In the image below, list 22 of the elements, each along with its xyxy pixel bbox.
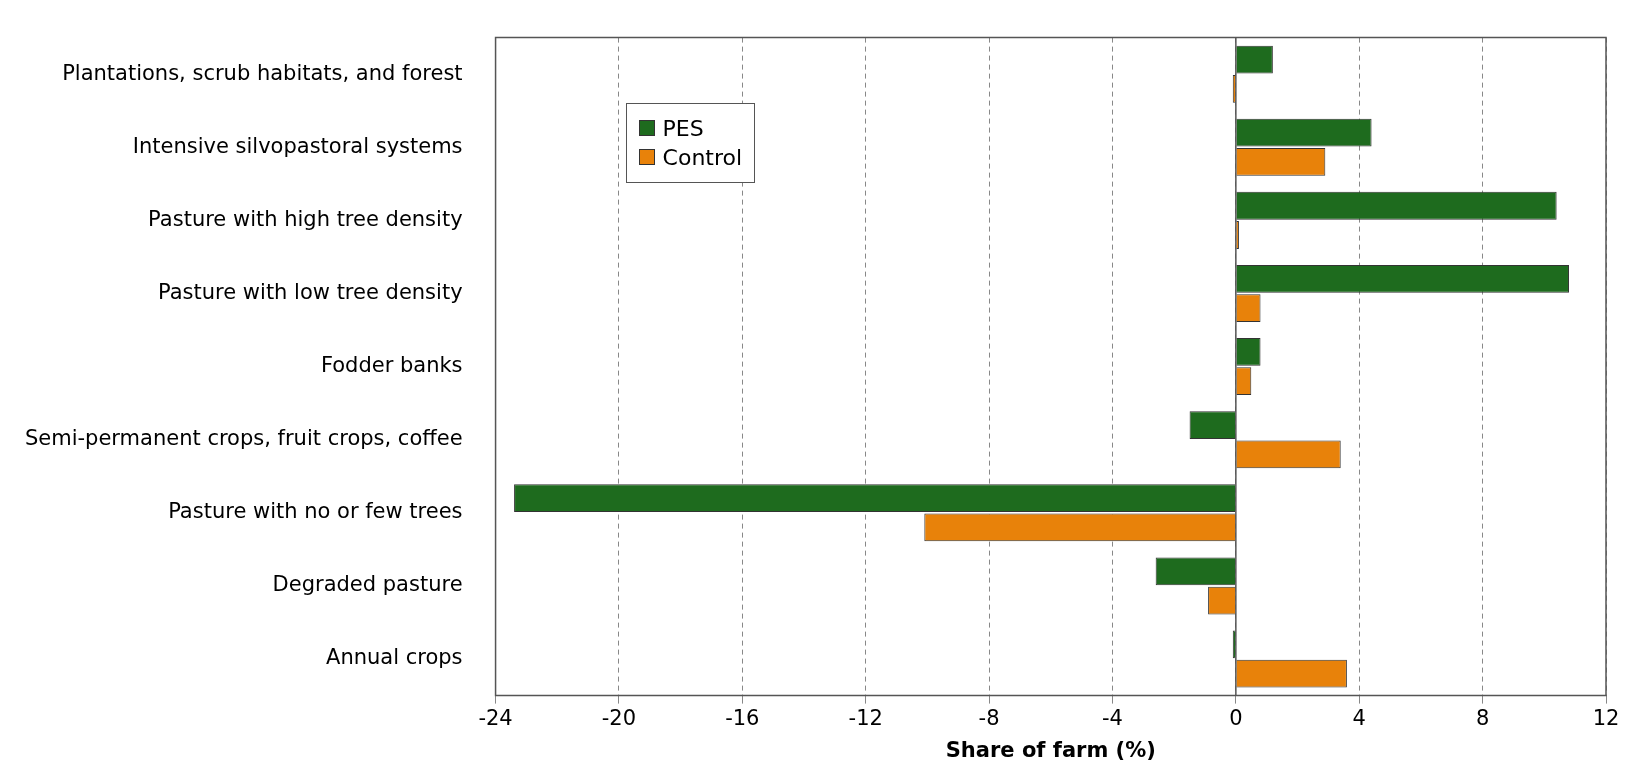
x-tick-label: -8 [978,705,1000,730]
y-tick-label: Pasture with no or few trees [168,499,463,524]
y-tick-label: Plantations, scrub habitats, and forest [62,60,463,85]
x-tick-label: -24 [478,705,513,730]
legend-label: PES [662,115,704,141]
legend-label: Control [662,144,743,170]
x-tick-label: -16 [725,705,760,730]
x-axis-title: Share of farm (%) [945,737,1156,762]
x-tick-label: 0 [1229,705,1243,730]
y-tick-label: Semi-permanent crops, fruit crops, coffee [24,426,463,451]
x-tick-label: -12 [848,705,883,730]
x-tick-label: 4 [1352,705,1366,730]
x-tick-label: -4 [1102,705,1123,730]
y-tick-label: Annual crops [326,645,463,670]
x-tick-label: 8 [1475,705,1490,730]
y-tick-label: Degraded pasture [272,572,463,597]
y-tick-label: Pasture with low tree density [158,279,463,304]
y-tick-label: Fodder banks [320,353,463,378]
x-tick-label: -20 [601,705,637,730]
y-tick-label: Intensive silvopastoral systems [132,133,463,158]
x-tick-label: 12 [1592,705,1620,730]
y-tick-label: Pasture with high tree density [148,206,463,231]
